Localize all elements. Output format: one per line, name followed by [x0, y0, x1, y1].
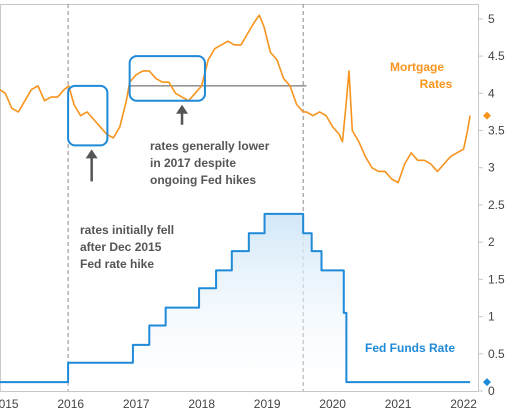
fed-funds-area-fill: [0, 213, 471, 391]
y-tick-label: 5: [488, 12, 495, 26]
end-marker: [483, 378, 491, 387]
y-tick-label: 1.5: [488, 272, 505, 286]
x-tick-label: 2015: [0, 397, 19, 411]
y-tick-label: 4.5: [488, 49, 505, 63]
annotation-text: Fed rate hike: [80, 257, 154, 271]
annotation-arrowhead: [176, 104, 189, 114]
x-tick-label: 2016: [57, 397, 84, 411]
highlight-box: [67, 84, 109, 147]
x-axis: 2015 2016 2017 2018 2019 2020 2021 2022: [0, 397, 477, 411]
x-tick-label: 2022: [450, 397, 477, 411]
annotation-text: rates initially fell: [80, 223, 174, 237]
y-tick-label: 1: [488, 310, 495, 324]
fed-funds-area: [0, 213, 471, 391]
annotation-text: in 2017 despite: [150, 156, 236, 170]
mortgage-rates-line: [0, 14, 471, 184]
fed-funds-line: [0, 212, 471, 384]
annotation-arrowhead: [85, 149, 98, 159]
y-tick-label: 3: [488, 161, 495, 175]
annotation-text: ongoing Fed hikes: [150, 173, 256, 187]
annotation-text: rates generally lower: [150, 139, 270, 153]
plot-frame: [0, 4, 479, 392]
end-marker: [483, 111, 491, 120]
y-tick-label: 3.5: [488, 124, 505, 138]
highlight-box: [128, 55, 206, 102]
series-lines: [0, 14, 471, 384]
x-tick-label: 2020: [319, 397, 346, 411]
fed-funds-label: Fed Funds Rate: [365, 341, 455, 355]
mortgage-rates-label: Rates: [420, 77, 453, 91]
highlight-boxes: [67, 55, 206, 147]
x-tick-label: 2018: [188, 397, 215, 411]
series-labels: Mortgage Rates Fed Funds Rate: [365, 60, 455, 355]
annotations: rates initially fell after Dec 2015 Fed ra…: [80, 104, 270, 271]
x-tick-label: 2021: [385, 397, 412, 411]
mortgage-rates-label: Mortgage: [390, 60, 444, 74]
x-tick-label: 2017: [123, 397, 150, 411]
y-tick-label: 4: [488, 86, 495, 100]
y-tick-label: 0.5: [488, 347, 505, 361]
x-tick-label: 2019: [254, 397, 281, 411]
y-tick-label: 2.5: [488, 198, 505, 212]
end-markers: [483, 111, 491, 387]
y-tick-label: 0: [488, 384, 495, 398]
y-tick-label: 2: [488, 235, 495, 249]
annotation-text: after Dec 2015: [80, 240, 162, 254]
y-axis: 0 0.5 1 1.5 2 2.5 3 3.5 4 4.5 5: [478, 12, 505, 398]
